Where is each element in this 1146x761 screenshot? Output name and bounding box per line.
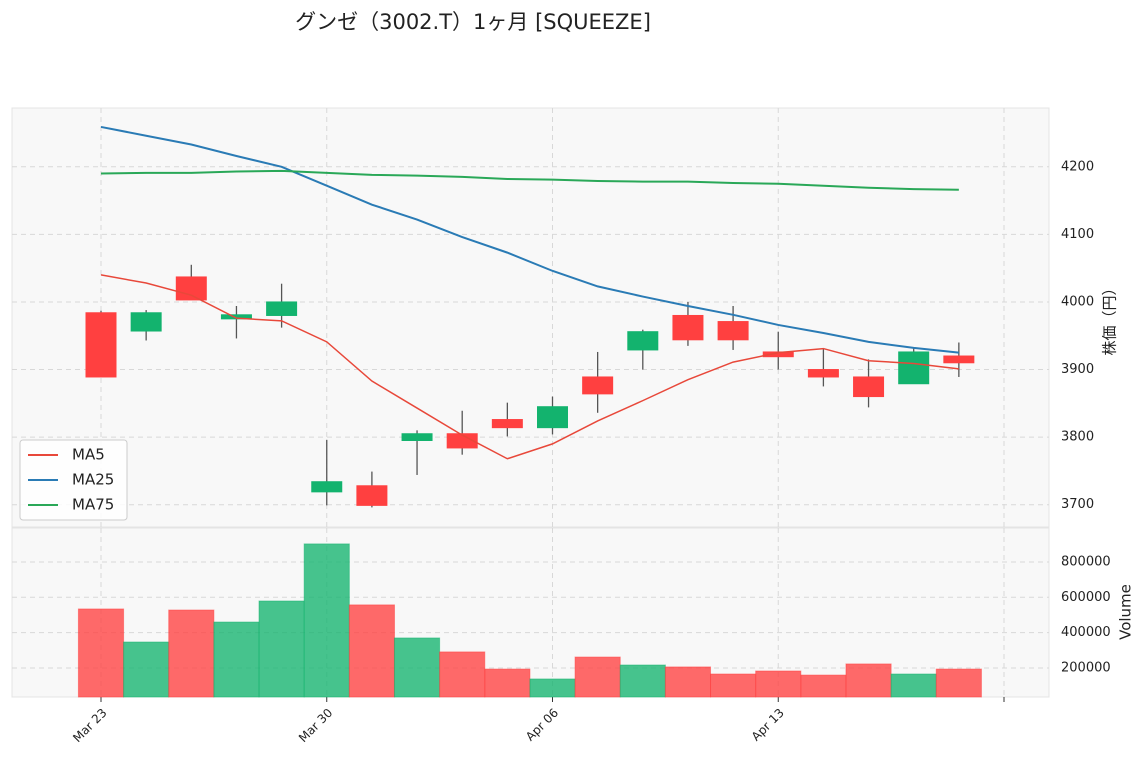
candle-body (582, 376, 614, 395)
ma-line (100, 169, 959, 191)
volume-bar (529, 678, 576, 698)
y-tick-label: 800000 (1061, 554, 1111, 569)
candle-body (627, 331, 659, 351)
y-axis-label: 株価（円） (1101, 280, 1119, 355)
candle-body (130, 312, 162, 332)
legend-label: MA25 (72, 471, 114, 489)
candle-body (266, 301, 298, 316)
candle-body (491, 419, 523, 429)
candle-body (898, 351, 930, 385)
volume-bar (845, 663, 892, 698)
y-tick-label: 4100 (1061, 227, 1094, 242)
price-panel (11, 107, 1050, 528)
volume-bar (77, 608, 125, 698)
candle-body (85, 312, 117, 378)
volume-bar (484, 668, 531, 698)
y-tick-label: 4000 (1061, 294, 1094, 309)
volume-bar (574, 656, 621, 698)
volume-bar (935, 668, 982, 698)
legend-box (19, 439, 128, 521)
volume-bar (168, 609, 215, 698)
volume-bar (755, 670, 802, 698)
candle-body (853, 376, 885, 398)
candle-body (446, 433, 478, 449)
x-tick-label: Apr 06 (523, 706, 561, 744)
x-tick-label: Mar 23 (70, 706, 109, 745)
y-tick-label: 600000 (1061, 590, 1111, 605)
y-tick-label: 3700 (1061, 497, 1094, 512)
ma-line (100, 125, 959, 354)
candle-body (175, 276, 207, 301)
y-tick-label: 3900 (1061, 362, 1094, 377)
x-tick-label: Apr 13 (749, 706, 787, 744)
volume-bar (890, 673, 937, 698)
y-tick-label: 4200 (1061, 159, 1094, 174)
volume-axis-label: Volume (1117, 584, 1135, 640)
volume-bar (710, 673, 757, 698)
legend-label: MA5 (72, 446, 105, 464)
y-tick-label: 400000 (1061, 625, 1111, 640)
candle-body (943, 355, 975, 364)
candle-body (672, 314, 704, 341)
volume-bar (258, 600, 305, 698)
volume-bar (664, 666, 712, 698)
volume-bar (619, 664, 666, 698)
candle-body (717, 321, 749, 341)
volume-bar (439, 651, 486, 698)
y-tick-label: 200000 (1061, 661, 1111, 676)
volume-bar (393, 637, 441, 698)
volume-bar (123, 641, 170, 698)
volume-bar (800, 674, 847, 698)
y-tick-label: 3800 (1061, 430, 1094, 445)
candle-body (537, 406, 568, 429)
volume-bar (303, 543, 350, 698)
candle-body (807, 369, 839, 378)
legend-label: MA75 (72, 496, 114, 514)
chart-title: グンゼ（3002.T）1ヶ月 [SQUEEZE] (295, 10, 651, 34)
x-tick-label: Mar 30 (296, 706, 335, 745)
candle-body (401, 433, 433, 441)
candle-body (356, 485, 388, 506)
volume-bar (213, 621, 260, 698)
ma-line (100, 274, 959, 460)
volume-bar (348, 604, 395, 698)
candle-body (311, 481, 343, 493)
